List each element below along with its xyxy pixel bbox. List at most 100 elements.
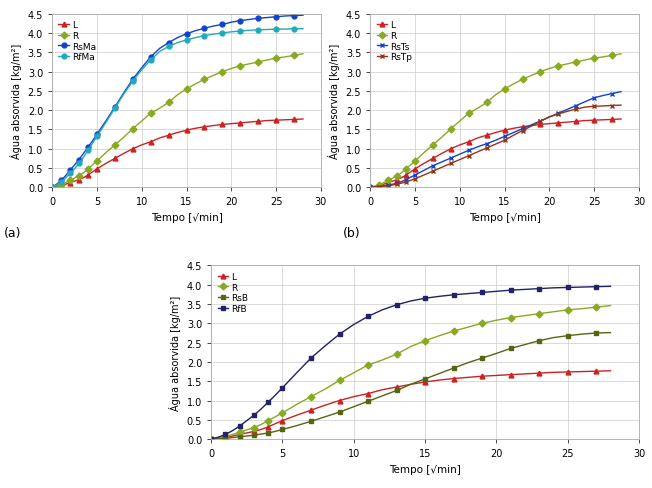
L [521,371,529,377]
RsMa [245,18,253,23]
R [209,73,217,79]
L [378,387,386,393]
L [590,118,598,124]
L [384,181,392,186]
RsTs [582,100,589,105]
R [521,313,529,319]
RsTp [501,138,509,144]
L [420,161,428,167]
R [66,178,74,184]
RfB [350,322,358,328]
RfB [257,406,265,412]
RfB [364,314,372,320]
Line: RsTp: RsTp [368,103,623,190]
L [243,430,251,436]
RsB [436,371,443,377]
RsTs [420,168,428,174]
L [492,373,500,379]
L [371,184,379,190]
R [436,333,443,339]
RfMa [120,92,128,98]
R [366,185,374,191]
RfB [278,385,286,391]
RsB [507,346,514,352]
RfB [464,291,472,297]
L [550,369,557,375]
Line: R: R [368,52,623,190]
RsMa [84,145,92,151]
R [272,56,280,62]
RsMa [201,26,209,32]
RsB [293,423,301,428]
RsB [350,404,358,410]
RsTp [518,128,526,134]
R [389,176,396,182]
L [278,418,286,424]
RsTs [572,103,580,109]
RsTp [608,103,616,109]
RfB [336,331,344,337]
R [492,318,500,324]
RsTs [447,156,454,162]
L [582,119,589,124]
L [53,184,61,190]
RsTs [384,183,392,188]
R [156,106,164,112]
L [518,124,526,130]
RsTp [527,124,535,130]
RsMa [66,168,74,174]
R [129,126,137,132]
RfMa [57,180,65,185]
RsTp [572,107,580,113]
RsTp [510,133,518,139]
R [321,386,329,392]
Y-axis label: Água absorvida [kg/m²]: Água absorvida [kg/m²] [169,295,181,410]
RsTp [482,146,490,152]
RsTs [366,185,374,191]
L [578,369,586,375]
RfB [271,392,279,398]
RsMa [120,91,128,97]
RsB [421,376,429,382]
R [80,170,87,176]
RsTs [474,144,482,150]
RfB [222,432,230,438]
R [398,170,406,176]
L [147,140,155,145]
R [243,427,251,433]
R [263,58,271,64]
R [563,62,571,68]
RsTs [398,179,406,185]
X-axis label: Tempo [√min]: Tempo [√min] [469,212,541,223]
R [378,357,386,363]
L [120,151,128,157]
RsTs [537,119,544,124]
R [222,433,230,439]
L [218,122,226,128]
Line: RsB: RsB [209,330,613,442]
L [617,117,625,122]
RsMa [138,65,145,71]
R [617,52,625,58]
L [93,166,101,172]
RsB [364,399,372,405]
RsMa [102,119,110,124]
RsTp [429,169,437,175]
L [393,384,400,390]
RsB [492,351,500,357]
R [237,64,244,70]
R [447,126,454,132]
RsTs [518,126,526,132]
RfB [436,294,443,300]
RsTp [389,183,396,188]
L [75,177,83,183]
RfB [421,296,429,302]
RsTs [546,115,554,121]
R [264,418,272,424]
L [407,382,415,387]
RsTp [546,115,554,121]
R [70,176,78,182]
RsMa [70,163,78,168]
R [293,402,301,407]
RsTs [527,122,535,128]
